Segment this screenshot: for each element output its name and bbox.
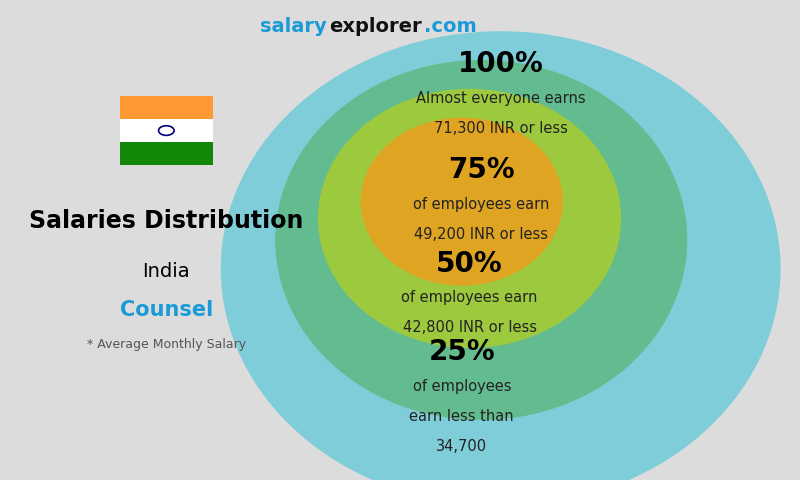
Text: Salaries Distribution: Salaries Distribution (29, 209, 303, 233)
Text: 50%: 50% (436, 250, 503, 277)
Ellipse shape (361, 118, 563, 286)
Text: * Average Monthly Salary: * Average Monthly Salary (86, 338, 246, 351)
Text: salaryexplorer.com: salaryexplorer.com (315, 17, 507, 35)
Text: India: India (142, 262, 190, 281)
Text: earn less than: earn less than (410, 409, 514, 424)
Text: 34,700: 34,700 (436, 439, 487, 454)
Text: Almost everyone earns: Almost everyone earns (416, 91, 586, 106)
Ellipse shape (221, 31, 781, 480)
Text: salary: salary (260, 17, 326, 36)
Text: .com: .com (425, 17, 478, 36)
Ellipse shape (318, 89, 621, 348)
Text: 42,800 INR or less: 42,800 INR or less (402, 320, 537, 335)
FancyBboxPatch shape (120, 119, 213, 142)
Text: 75%: 75% (448, 156, 514, 184)
Text: of employees earn: of employees earn (413, 197, 550, 212)
Text: of employees: of employees (413, 379, 511, 394)
Text: 71,300 INR or less: 71,300 INR or less (434, 121, 567, 136)
Text: explorer: explorer (330, 17, 422, 36)
FancyBboxPatch shape (120, 142, 213, 165)
Text: 49,200 INR or less: 49,200 INR or less (414, 227, 548, 241)
FancyBboxPatch shape (120, 96, 213, 119)
Text: Counsel: Counsel (120, 300, 213, 320)
Text: of employees earn: of employees earn (402, 290, 538, 305)
Ellipse shape (275, 60, 687, 420)
Text: 25%: 25% (429, 338, 495, 366)
Text: 100%: 100% (458, 50, 543, 78)
